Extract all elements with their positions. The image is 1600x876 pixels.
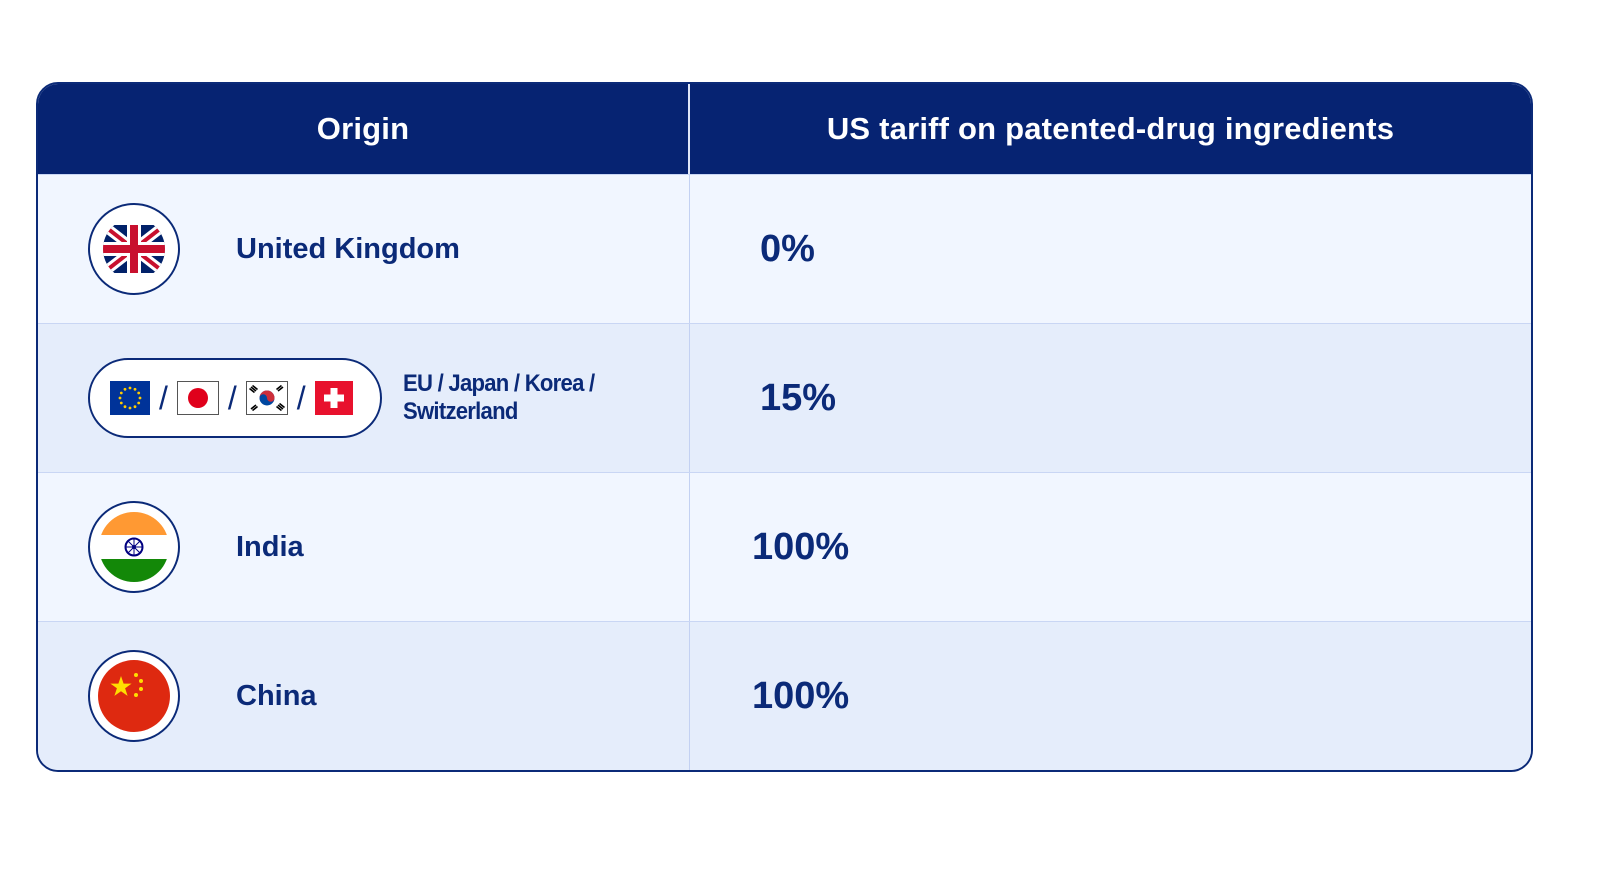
korea-flag-icon	[245, 381, 288, 415]
tariff-cell: 100%	[690, 473, 1531, 621]
table-row: India 100%	[38, 472, 1531, 621]
origin-column-header: Origin	[38, 84, 690, 174]
tariff-cell: 0%	[690, 175, 1531, 323]
tariff-value: 100%	[752, 674, 850, 717]
tariff-table: Origin US tariff on patented-drug ingred…	[36, 82, 1533, 772]
tariff-value: 15%	[760, 376, 837, 419]
flag-separator: /	[296, 379, 306, 416]
flag-separator: /	[159, 379, 168, 416]
japan-flag-icon	[176, 381, 219, 415]
country-name: India	[236, 530, 304, 563]
table-header: Origin US tariff on patented-drug ingred…	[38, 84, 1531, 174]
uk-flag-icon	[88, 203, 180, 295]
origin-cell: United Kingdom	[38, 175, 690, 323]
flag-separator: /	[227, 379, 237, 416]
tariff-cell: 15%	[690, 324, 1531, 472]
switzerland-flag-icon	[314, 381, 353, 415]
country-name: China	[236, 679, 317, 712]
flag-group: / / /	[88, 358, 382, 438]
tariff-cell: 100%	[690, 622, 1531, 770]
eu-flag-icon	[110, 381, 150, 415]
tariff-column-header: US tariff on patented-drug ingredients	[826, 111, 1395, 146]
table-row: / / /	[38, 323, 1531, 472]
origin-cell: China	[38, 622, 690, 770]
table-row: China 100%	[38, 621, 1531, 770]
country-name: EU / Japan / Korea / Switzerland	[403, 370, 595, 425]
tariff-value: 0%	[760, 227, 815, 270]
country-name: United Kingdom	[236, 232, 460, 265]
origin-cell: / / /	[38, 324, 690, 472]
table-row: United Kingdom 0%	[38, 174, 1531, 323]
tariff-value: 100%	[752, 525, 850, 568]
india-flag-icon	[88, 501, 180, 593]
origin-cell: India	[38, 473, 690, 621]
china-flag-icon	[88, 650, 180, 742]
